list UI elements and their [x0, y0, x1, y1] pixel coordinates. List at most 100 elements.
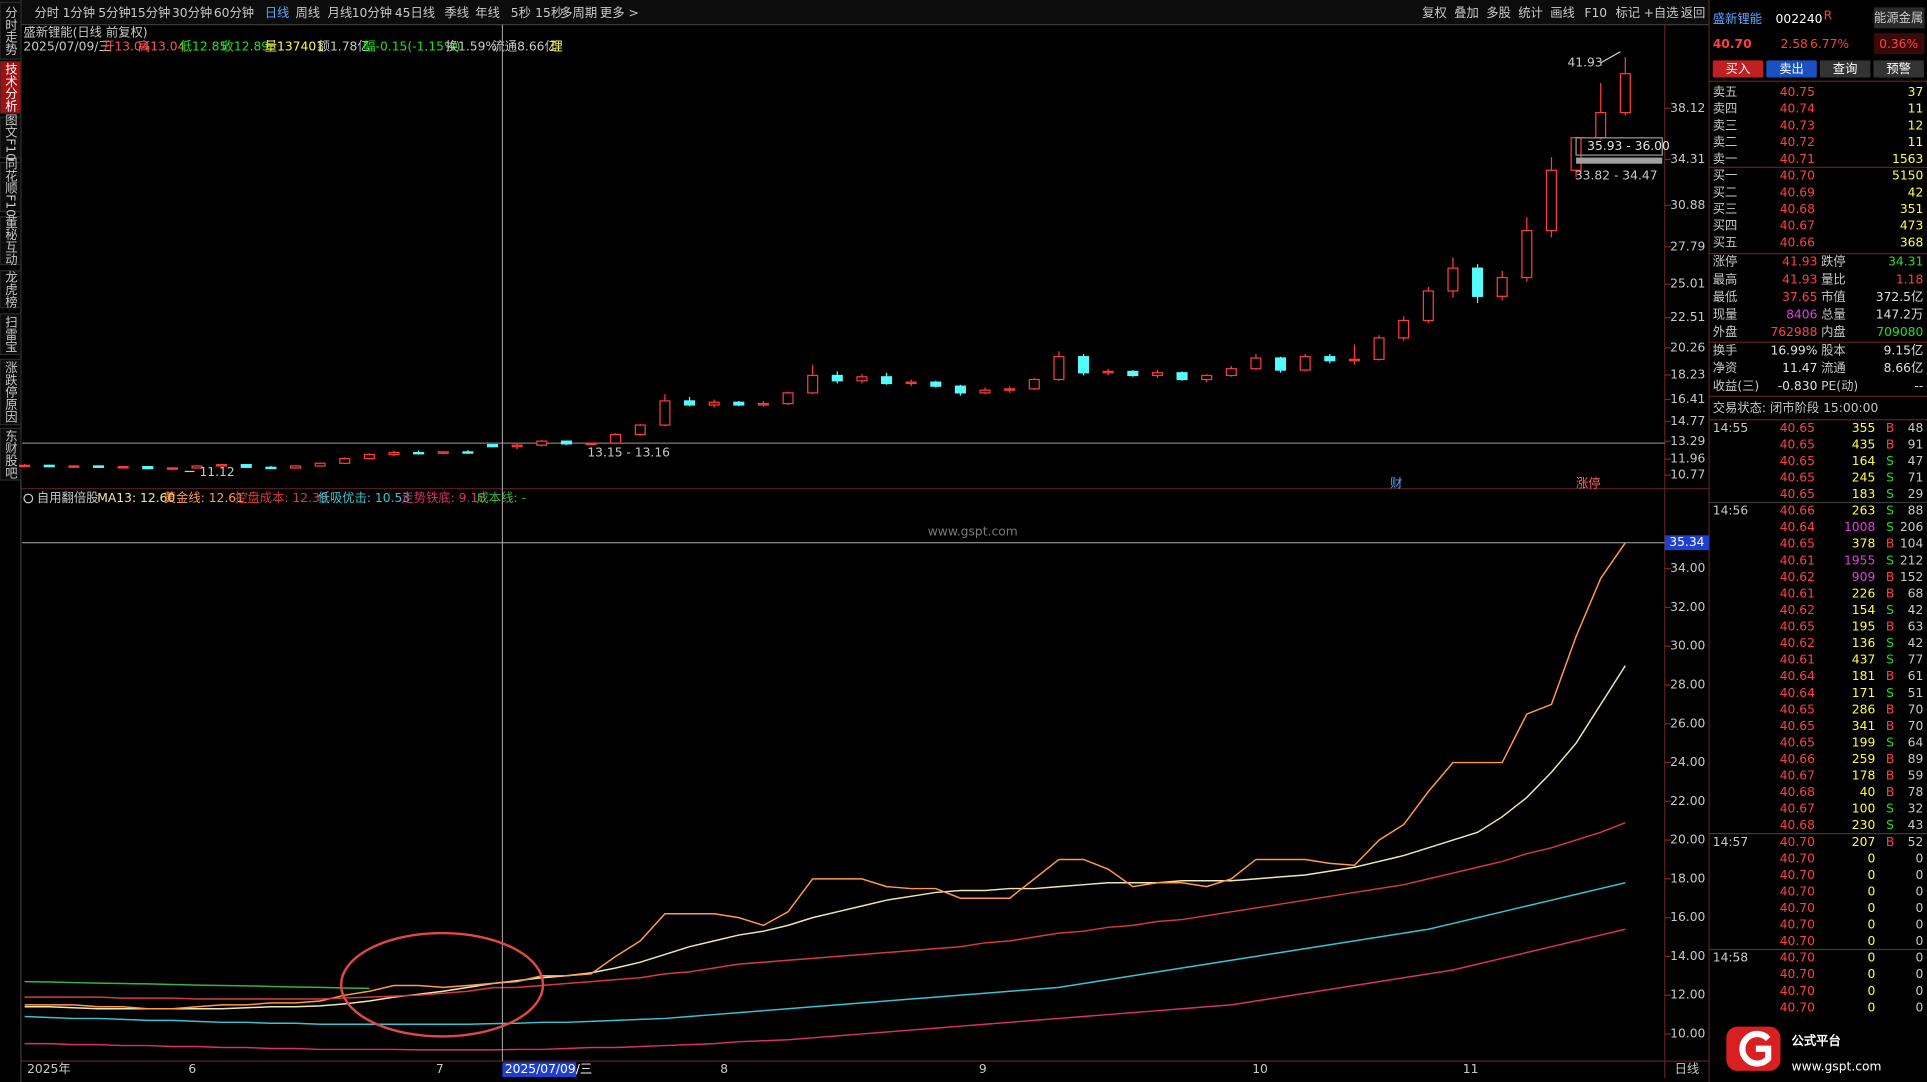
- candle-body: [43, 464, 55, 468]
- sector-label[interactable]: 能源金属: [1874, 10, 1923, 25]
- toolbar-item[interactable]: 返回: [1681, 6, 1706, 20]
- candle-body: [265, 466, 277, 470]
- price-annotation: 33.82 - 34.47: [1575, 169, 1658, 183]
- sidebar-tab-label[interactable]: 龙虎榜: [3, 271, 17, 309]
- sidebar-tab-label[interactable]: 分时走势: [3, 6, 17, 55]
- candle-body: [1373, 337, 1385, 360]
- stat-label: 现量: [1713, 307, 1738, 321]
- trade-price: 40.70: [1780, 1000, 1815, 1014]
- y-tick-label: 22.00: [1670, 794, 1705, 808]
- sidebar-tab-label[interactable]: 扫雷宝: [3, 316, 17, 353]
- candle-body: [216, 464, 228, 467]
- candle-body: [1201, 374, 1213, 381]
- sidebar-tab-label[interactable]: 图文F10: [3, 114, 17, 161]
- toolbar-item[interactable]: 15秒: [535, 6, 563, 20]
- toolbar-item[interactable]: 标记: [1615, 6, 1640, 20]
- sidebar-tab-label[interactable]: 同花顺F10: [3, 157, 17, 217]
- x-tick-label: 7: [436, 1062, 444, 1076]
- sidebar-tab[interactable]: [0, 161, 22, 213]
- sidebar-tab[interactable]: [0, 216, 22, 266]
- action-button[interactable]: [1712, 60, 1764, 78]
- trade-count: 77: [1908, 653, 1924, 667]
- sidebar-tab-label[interactable]: 董秘互动: [3, 216, 17, 266]
- trade-side: B: [1886, 570, 1894, 584]
- sidebar-tab-label[interactable]: 技术分析: [3, 63, 17, 113]
- toolbar-item[interactable]: 多周期: [560, 6, 597, 20]
- trade-count: 71: [1908, 471, 1924, 485]
- toolbar-item[interactable]: F10: [1584, 6, 1607, 20]
- info-item: 2025/07/09/三: [23, 39, 110, 53]
- trade-volume: 40: [1860, 785, 1876, 799]
- toolbar-item[interactable]: 日线: [265, 6, 290, 20]
- book-volume: 5150: [1892, 169, 1923, 183]
- trade-count: 206: [1900, 520, 1924, 534]
- toolbar-item[interactable]: 年线: [475, 6, 500, 20]
- sidebar-tab[interactable]: [0, 270, 22, 309]
- info-item: 量137401: [265, 39, 324, 53]
- action-button-label[interactable]: 卖出: [1779, 62, 1804, 76]
- price-annotation: 11.12: [199, 465, 234, 479]
- action-button-label[interactable]: 买入: [1726, 62, 1751, 76]
- toolbar-item[interactable]: 15分钟: [130, 5, 170, 20]
- sidebar-tab[interactable]: [0, 358, 22, 426]
- sidebar-tab[interactable]: [0, 1, 22, 60]
- indicator-line: [24, 928, 1626, 1051]
- sidebar-tab-label[interactable]: 涨跌停原因: [3, 360, 17, 423]
- toolbar-item[interactable]: 30分钟: [172, 5, 212, 20]
- trade-price: 40.65: [1780, 537, 1815, 551]
- candle-body: [954, 385, 966, 394]
- book-price: 40.75: [1780, 85, 1815, 99]
- stat-value: 41.93: [1782, 255, 1817, 269]
- book-volume: 37: [1908, 85, 1924, 99]
- price-change: 2.58: [1780, 37, 1807, 51]
- toolbar-item[interactable]: 叠加: [1454, 6, 1479, 20]
- toolbar-item[interactable]: 60分钟: [214, 5, 254, 20]
- action-button[interactable]: [1819, 60, 1871, 78]
- book-label: 买四: [1713, 219, 1738, 233]
- sidebar-tab-label[interactable]: 东财股吧: [3, 429, 17, 478]
- book-label: 买三: [1713, 202, 1738, 216]
- legend-entry: 成本线: -: [477, 491, 526, 505]
- trade-count: 64: [1908, 735, 1924, 749]
- candle-body: [437, 451, 449, 454]
- price-annotation: 41.93: [1567, 55, 1602, 69]
- toolbar-item[interactable]: 月线: [328, 6, 353, 20]
- toolbar-item[interactable]: 45日线: [395, 6, 435, 20]
- candle-body: [536, 440, 548, 446]
- sidebar-tab[interactable]: [0, 313, 22, 356]
- toolbar-item[interactable]: 更多 >: [600, 6, 639, 20]
- action-button[interactable]: [1766, 60, 1817, 78]
- toolbar-item[interactable]: 统计: [1518, 6, 1543, 20]
- y-tick-label: 22.51: [1670, 310, 1705, 324]
- sidebar-tab[interactable]: [0, 116, 22, 159]
- trade-count: 70: [1908, 719, 1924, 733]
- toolbar-item[interactable]: 5秒: [511, 6, 531, 20]
- indicator-line: [24, 821, 1626, 1000]
- toolbar-item[interactable]: 周线: [296, 6, 321, 20]
- sector-badge[interactable]: [1874, 7, 1925, 29]
- stat-label: 内盘: [1821, 324, 1846, 339]
- stat-label: 最高: [1713, 271, 1738, 286]
- trade-count: 42: [1908, 636, 1924, 650]
- candle-body: [1521, 229, 1533, 279]
- action-button-label[interactable]: 预警: [1886, 61, 1911, 76]
- toolbar-item[interactable]: 10分钟: [352, 5, 392, 20]
- toolbar-item[interactable]: 复权: [1422, 6, 1447, 20]
- toolbar-item[interactable]: 1分钟: [63, 5, 95, 20]
- toolbar-item[interactable]: 画线: [1550, 6, 1575, 20]
- y-tick-label: 16.41: [1670, 392, 1705, 406]
- sidebar-tab[interactable]: [0, 427, 22, 481]
- toolbar-item[interactable]: 分时: [34, 6, 59, 20]
- action-button[interactable]: [1873, 60, 1924, 78]
- book-label: 卖五: [1713, 85, 1738, 99]
- toolbar-item[interactable]: 季线: [445, 6, 470, 20]
- toolbar-item[interactable]: 5分钟: [98, 5, 130, 20]
- trade-volume: 1008: [1844, 520, 1875, 534]
- toolbar-item[interactable]: 多股: [1486, 6, 1511, 20]
- trade-volume: 0: [1867, 918, 1875, 932]
- toolbar-item[interactable]: +自选: [1644, 6, 1679, 20]
- sidebar-tab[interactable]: [0, 60, 22, 114]
- trade-side: B: [1886, 752, 1894, 766]
- candle-body: [314, 462, 326, 467]
- action-button-label[interactable]: 查询: [1833, 62, 1858, 76]
